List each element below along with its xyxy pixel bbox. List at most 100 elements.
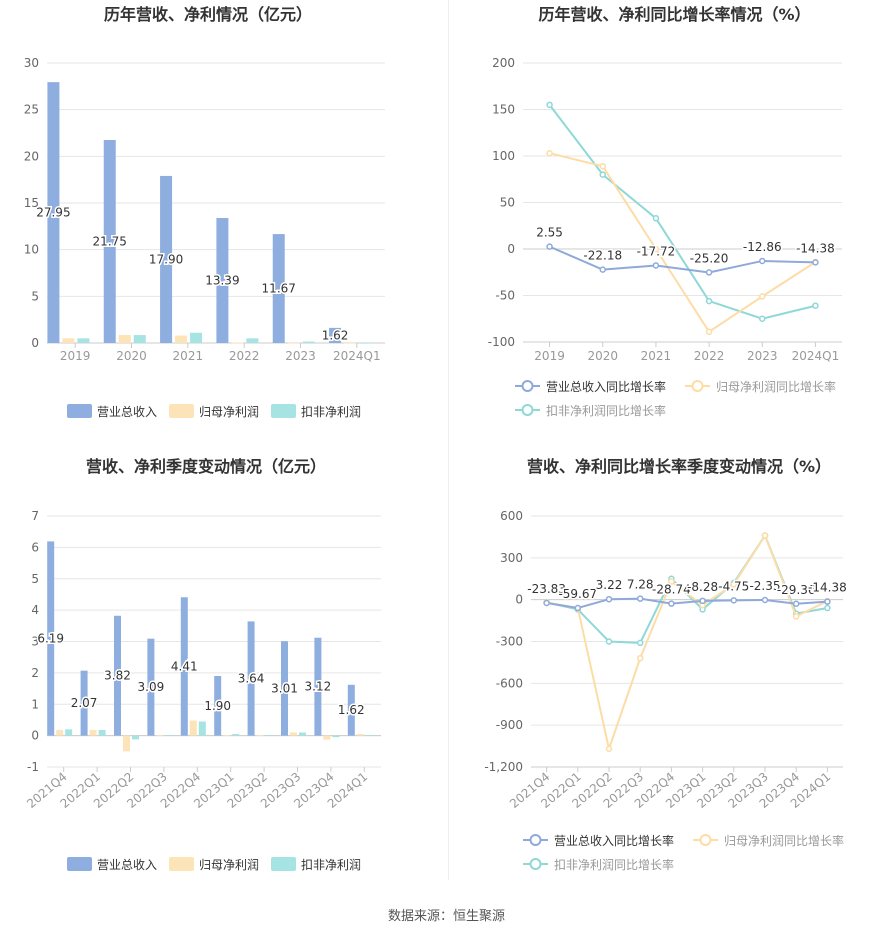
y-tick-label: 0	[31, 336, 39, 350]
series-point	[761, 532, 769, 539]
line-data-label: -2.35	[749, 579, 780, 593]
y-tick-label: 20	[24, 149, 39, 163]
y-tick-label: 5	[31, 572, 39, 586]
series-point	[824, 598, 831, 605]
line-data-label: -14.38	[796, 241, 835, 255]
y-tick-label: 7	[31, 509, 39, 523]
y-tick-label: -1,200	[484, 760, 523, 774]
chart-panel-quarterly-revenue: 营收、净利季度变动情况（亿元） -1 0 1 2 3 4 5 6 7 2021Q4 2022Q1 202…	[0, 450, 446, 900]
legend-label: 扣非净利润同比增长率	[554, 857, 674, 872]
chart-layer: 营收、净利同比增长率季度变动情况（%） -1,200 -900 -600 -300 0 30…	[484, 457, 848, 872]
y-tick-label: 0	[515, 593, 523, 607]
line-data-label: -23.83	[527, 582, 566, 596]
legend-marker	[691, 380, 704, 392]
chart-layer: 历年营收、净利同比增长率情况（%） -100 -50 0 50 100 150 200 2019…	[488, 5, 842, 418]
y-tick-label: 3	[31, 635, 39, 649]
legend-label: 扣非净利润同比增长率	[546, 403, 666, 418]
legend-swatch	[271, 857, 296, 871]
line-data-label: -25.20	[690, 251, 729, 265]
line-data-label: -28.74	[652, 583, 691, 597]
x-tick-label: 2023	[747, 349, 778, 363]
bar-revenue	[80, 670, 88, 736]
y-tick-label: 0	[507, 242, 515, 256]
series-point	[759, 293, 766, 300]
series-point	[730, 597, 738, 604]
bar-deducted-profit	[232, 734, 240, 736]
y-tick-label: 50	[500, 196, 515, 210]
bar-net-profit	[287, 342, 300, 344]
y-tick-label: -100	[488, 335, 515, 349]
x-tick-label: 2021	[641, 349, 672, 363]
series-line-revenue	[546, 597, 828, 610]
legend-label: 营业总收入同比增长率	[554, 833, 674, 848]
series-line-net-profit	[546, 533, 828, 753]
bar-revenue	[160, 175, 173, 343]
annual-growth-line-chart: 历年营收、净利同比增长率情况（%） -100 -50 0 50 100 150 200 2019…	[488, 5, 842, 418]
line-data-label: -17.72	[637, 244, 676, 258]
bar-deducted-profit	[332, 735, 340, 738]
y-tick-label: 2	[31, 666, 39, 680]
legend-swatch	[271, 404, 296, 418]
bar-data-label: 13.39	[205, 274, 239, 288]
y-tick-label: -300	[496, 635, 523, 649]
legend-swatch	[169, 857, 194, 871]
x-tick-label: 2020	[587, 349, 618, 363]
series-point	[668, 578, 675, 585]
bar-deducted-profit	[298, 732, 306, 736]
annual-revenue-bar-chart: 历年营收、净利情况（亿元） 0 5 10 15 20 25 30 2019 2020 2021 202…	[24, 5, 385, 419]
line-data-label: -4.75	[718, 579, 749, 593]
chart-panel-annual-revenue: 历年营收、净利情况（亿元） 0 5 10 15 20 25 30 2019 2020 2021 202…	[0, 0, 446, 450]
chart-title: 营收、净利同比增长率季度变动情况（%）	[527, 457, 831, 476]
legend-label: 扣非净利润	[301, 405, 361, 419]
y-tick-label: 4	[31, 603, 39, 617]
series-point	[599, 162, 606, 170]
y-tick-label: 10	[24, 243, 39, 257]
series-line-revenue	[549, 245, 816, 274]
chart-panel-quarterly-growth: 营收、净利同比增长率季度变动情况（%） -1,200 -900 -600 -300 0 30…	[447, 450, 893, 900]
legend-swatch	[67, 857, 92, 871]
chart-layer: 历年营收、净利情况（亿元） 0 5 10 15 20 25 30 2019 2020 2021 202…	[24, 5, 385, 419]
x-tick-label: 2023	[285, 349, 316, 363]
series-point	[599, 171, 606, 178]
x-tick-label: 2024Q1	[333, 349, 381, 363]
chart-panel-annual-growth: 历年营收、净利同比增长率情况（%） -100 -50 0 50 100 150 200 2019…	[447, 0, 893, 450]
legend-label: 归母净利润	[199, 405, 259, 419]
legend-label: 营业总收入同比增长率	[546, 379, 666, 394]
y-tick-label: -50	[495, 289, 515, 303]
bar-deducted-profit	[190, 332, 203, 343]
line-data-label: -8.28	[687, 580, 718, 594]
bar-data-label: 3.82	[104, 669, 131, 683]
bar-data-label: 1.62	[338, 703, 365, 717]
data-source-note: 数据来源：恒生聚源	[387, 909, 505, 924]
legend-marker	[699, 834, 712, 846]
panel-divider	[448, 0, 449, 880]
bar-revenue	[329, 327, 342, 343]
bar-data-label: 21.75	[93, 235, 127, 249]
bar-net-profit	[344, 342, 357, 344]
bar-net-profit	[189, 720, 197, 736]
bar-net-profit	[56, 729, 64, 736]
series-point	[599, 266, 606, 273]
bar-revenue	[47, 541, 55, 736]
legend-label: 归母净利润同比增长率	[724, 833, 844, 848]
line-data-label: -29.36	[777, 583, 816, 597]
series-point	[546, 149, 553, 157]
legend-label: 营业总收入	[97, 405, 157, 419]
series-point	[546, 101, 553, 109]
bar-revenue	[47, 82, 60, 343]
bar-deducted-profit	[359, 342, 372, 344]
series-point	[759, 315, 766, 322]
line-data-label: 7.28	[627, 578, 654, 592]
quarterly-growth-line-chart: 营收、净利同比增长率季度变动情况（%） -1,200 -900 -600 -300 0 30…	[484, 457, 848, 872]
bar-data-label: 17.90	[149, 252, 183, 266]
legend-marker	[521, 380, 534, 392]
legend-marker	[529, 834, 542, 846]
bar-revenue	[247, 621, 255, 736]
chart-layer: 营收、净利季度变动情况（亿元）-1012345672021Q42022Q1202…	[24, 457, 381, 872]
chart-title: 历年营收、净利情况（亿元）	[104, 5, 312, 24]
bar-net-profit	[118, 335, 131, 343]
series-point	[546, 243, 553, 250]
series-point	[699, 597, 706, 605]
y-tick-label: 200	[492, 56, 515, 70]
series-point	[636, 654, 644, 662]
